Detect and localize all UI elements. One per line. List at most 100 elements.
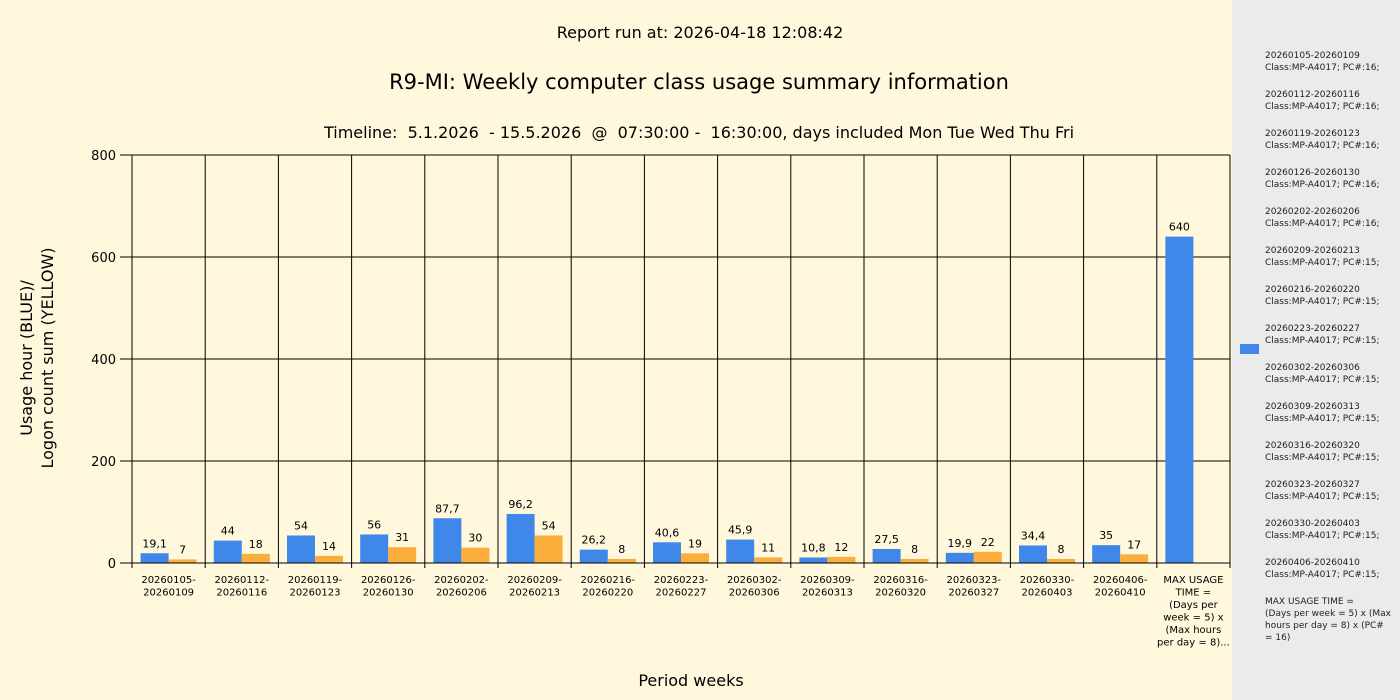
usage-hour-bar [726, 539, 755, 563]
logon-count-bar [168, 559, 197, 563]
data-label: 14 [322, 540, 336, 553]
chart-subtitle: Timeline: 5.1.2026 - 15.5.2026 @ 07:30:0… [323, 123, 1074, 142]
data-label: 8 [1058, 543, 1065, 556]
usage-hour-bar [433, 518, 462, 563]
usage-hour-bar [1165, 236, 1194, 563]
usage-hour-bar [799, 557, 828, 563]
data-label: 11 [761, 541, 775, 554]
logon-count-bar [1047, 558, 1075, 563]
legend-entry: 20260216-20260220 Class:MP-A4017; PC#:15… [1265, 285, 1380, 307]
x-tick-label: 20260309-20260313 [800, 575, 855, 599]
y-tick-label: 200 [91, 455, 116, 470]
legend-entry: 20260302-20260306 Class:MP-A4017; PC#:15… [1265, 363, 1380, 385]
data-label: 18 [249, 538, 263, 551]
x-axis-label: Period weeks [638, 671, 743, 690]
logon-count-bar [754, 557, 783, 563]
logon-count-bar [681, 553, 709, 563]
data-label: 96,2 [508, 498, 533, 511]
usage-hour-bar [287, 535, 315, 563]
axis-layer: 0 200 400 600 800 20260105-20260109 20260112-2… [91, 149, 1231, 649]
data-label: 87,7 [435, 502, 460, 515]
legend-entry: 20260323-20260327 Class:MP-A4017; PC#:15… [1265, 480, 1380, 502]
data-label: 19,9 [948, 537, 973, 550]
logon-count-bar [827, 556, 856, 563]
data-label: 22 [981, 536, 995, 549]
bar-chart: Report run at: 2026-04-18 12:08:42 R9-MI… [17, 23, 1231, 690]
data-label: 8 [911, 543, 918, 556]
y-tick-label: 400 [91, 353, 116, 368]
x-tick-label: 20260302-20260306 [727, 575, 782, 599]
x-tick-label: 20260209-20260213 [507, 575, 562, 599]
data-label: 10,8 [801, 541, 826, 554]
usage-hour-bar [1092, 545, 1121, 563]
legend-entry: 20260209-20260213 Class:MP-A4017; PC#:15… [1265, 246, 1380, 268]
y-axis-label-line2: Logon count sum (YELLOW) [38, 247, 57, 468]
x-tick-label: 20260216-20260220 [581, 575, 636, 599]
data-label: 19 [688, 537, 702, 550]
data-label: 45,9 [728, 524, 753, 537]
legend-swatch [1240, 344, 1259, 354]
x-tick-label: 20260330-20260403 [1020, 575, 1075, 599]
x-tick-label: 20260406-20260410 [1093, 575, 1148, 599]
data-label: 27,5 [874, 533, 899, 546]
legend-panel: 20260105-20260109 Class:MP-A4017; PC#:16… [1232, 0, 1400, 700]
logon-count-bar [241, 553, 270, 563]
data-label: 8 [618, 543, 625, 556]
x-tick-label: 20260105-20260109 [141, 575, 196, 599]
usage-hour-bar [506, 513, 535, 563]
data-label: 54 [294, 519, 308, 532]
usage-hour-bar [140, 553, 169, 563]
y-tick-label: 600 [91, 251, 116, 266]
data-label: 17 [1127, 538, 1141, 551]
y-axis-label-line1: Usage hour (BLUE)/ [17, 280, 36, 436]
report-run-time: Report run at: 2026-04-18 12:08:42 [557, 23, 844, 42]
logon-count-bar [900, 558, 929, 563]
data-label: 56 [367, 518, 381, 531]
data-label: 54 [542, 519, 556, 532]
logon-count-bar [315, 555, 343, 563]
usage-hour-bar [945, 552, 974, 563]
x-tick-label: MAX USAGE TIME = (Days per week = 5) x (Max … [1157, 575, 1230, 649]
data-label: 34,4 [1021, 529, 1046, 542]
x-tick-label: 20260119-20260123 [288, 575, 343, 599]
data-label: 35 [1099, 529, 1113, 542]
grid-layer [131, 154, 1231, 564]
data-label: 12 [834, 541, 848, 554]
chart-area: Report run at: 2026-04-18 12:08:42 R9-MI… [17, 23, 1231, 690]
logon-count-bar [534, 535, 563, 563]
legend-entry: 20260112-20260116 Class:MP-A4017; PC#:16… [1265, 90, 1380, 112]
y-tick-label: 0 [108, 557, 116, 572]
usage-hour-bar [872, 548, 901, 563]
y-tick-label: 800 [91, 149, 116, 164]
legend-entry: 20260105-20260109 Class:MP-A4017; PC#:16… [1265, 51, 1380, 73]
data-label: 19,1 [142, 537, 167, 550]
logon-count-bar [607, 558, 636, 563]
data-label: 30 [468, 532, 482, 545]
x-tick-label: 20260323-20260327 [947, 575, 1002, 599]
data-label: 44 [221, 525, 235, 538]
usage-hour-bar [653, 542, 681, 563]
x-tick-label: 20260316-20260320 [873, 575, 928, 599]
bar-layer [140, 236, 1194, 563]
logon-count-bar [388, 547, 417, 563]
legend-entry: 20260202-20260206 Class:MP-A4017; PC#:16… [1265, 207, 1380, 229]
logon-count-bar [461, 547, 490, 563]
x-tick-label: 20260112-20260116 [215, 575, 270, 599]
logon-count-bar [1120, 554, 1149, 563]
legend-entry: 20260330-20260403 Class:MP-A4017; PC#:15… [1265, 519, 1380, 541]
data-label: 31 [395, 531, 409, 544]
logon-count-bar [973, 551, 1002, 563]
legend-entry: 20260316-20260320 Class:MP-A4017; PC#:15… [1265, 441, 1380, 463]
usage-hour-bar [213, 540, 242, 563]
legend-entry: 20260309-20260313 Class:MP-A4017; PC#:15… [1265, 402, 1380, 424]
legend-entry: 20260223-20260227 Class:MP-A4017; PC#:15… [1265, 324, 1380, 346]
data-label: 26,2 [582, 534, 607, 547]
usage-hour-bar [579, 549, 608, 563]
label-layer: 19,1 7 44 18 54 14 56 31 87,7 30 96,2 54 26,2 8 40,6 19… [142, 221, 1190, 557]
x-tick-label: 20260126-20260130 [361, 575, 416, 599]
data-label: 640 [1169, 221, 1190, 234]
data-label: 7 [179, 543, 186, 556]
usage-hour-bar [360, 534, 389, 563]
legend-entry: 20260126-20260130 Class:MP-A4017; PC#:16… [1265, 168, 1380, 190]
x-tick-label: 20260223-20260227 [654, 575, 709, 599]
